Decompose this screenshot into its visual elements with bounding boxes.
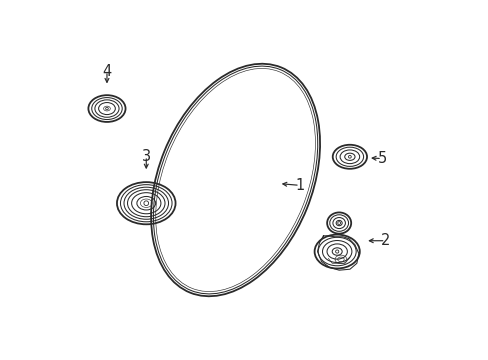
Text: 1: 1 (295, 178, 304, 193)
Circle shape (337, 222, 340, 224)
Text: 2: 2 (380, 233, 389, 248)
Circle shape (348, 156, 350, 158)
Text: 5: 5 (377, 151, 386, 166)
Circle shape (335, 250, 338, 253)
Circle shape (105, 107, 108, 110)
Text: 4: 4 (102, 64, 111, 78)
Text: 3: 3 (142, 149, 150, 163)
Circle shape (143, 201, 148, 206)
